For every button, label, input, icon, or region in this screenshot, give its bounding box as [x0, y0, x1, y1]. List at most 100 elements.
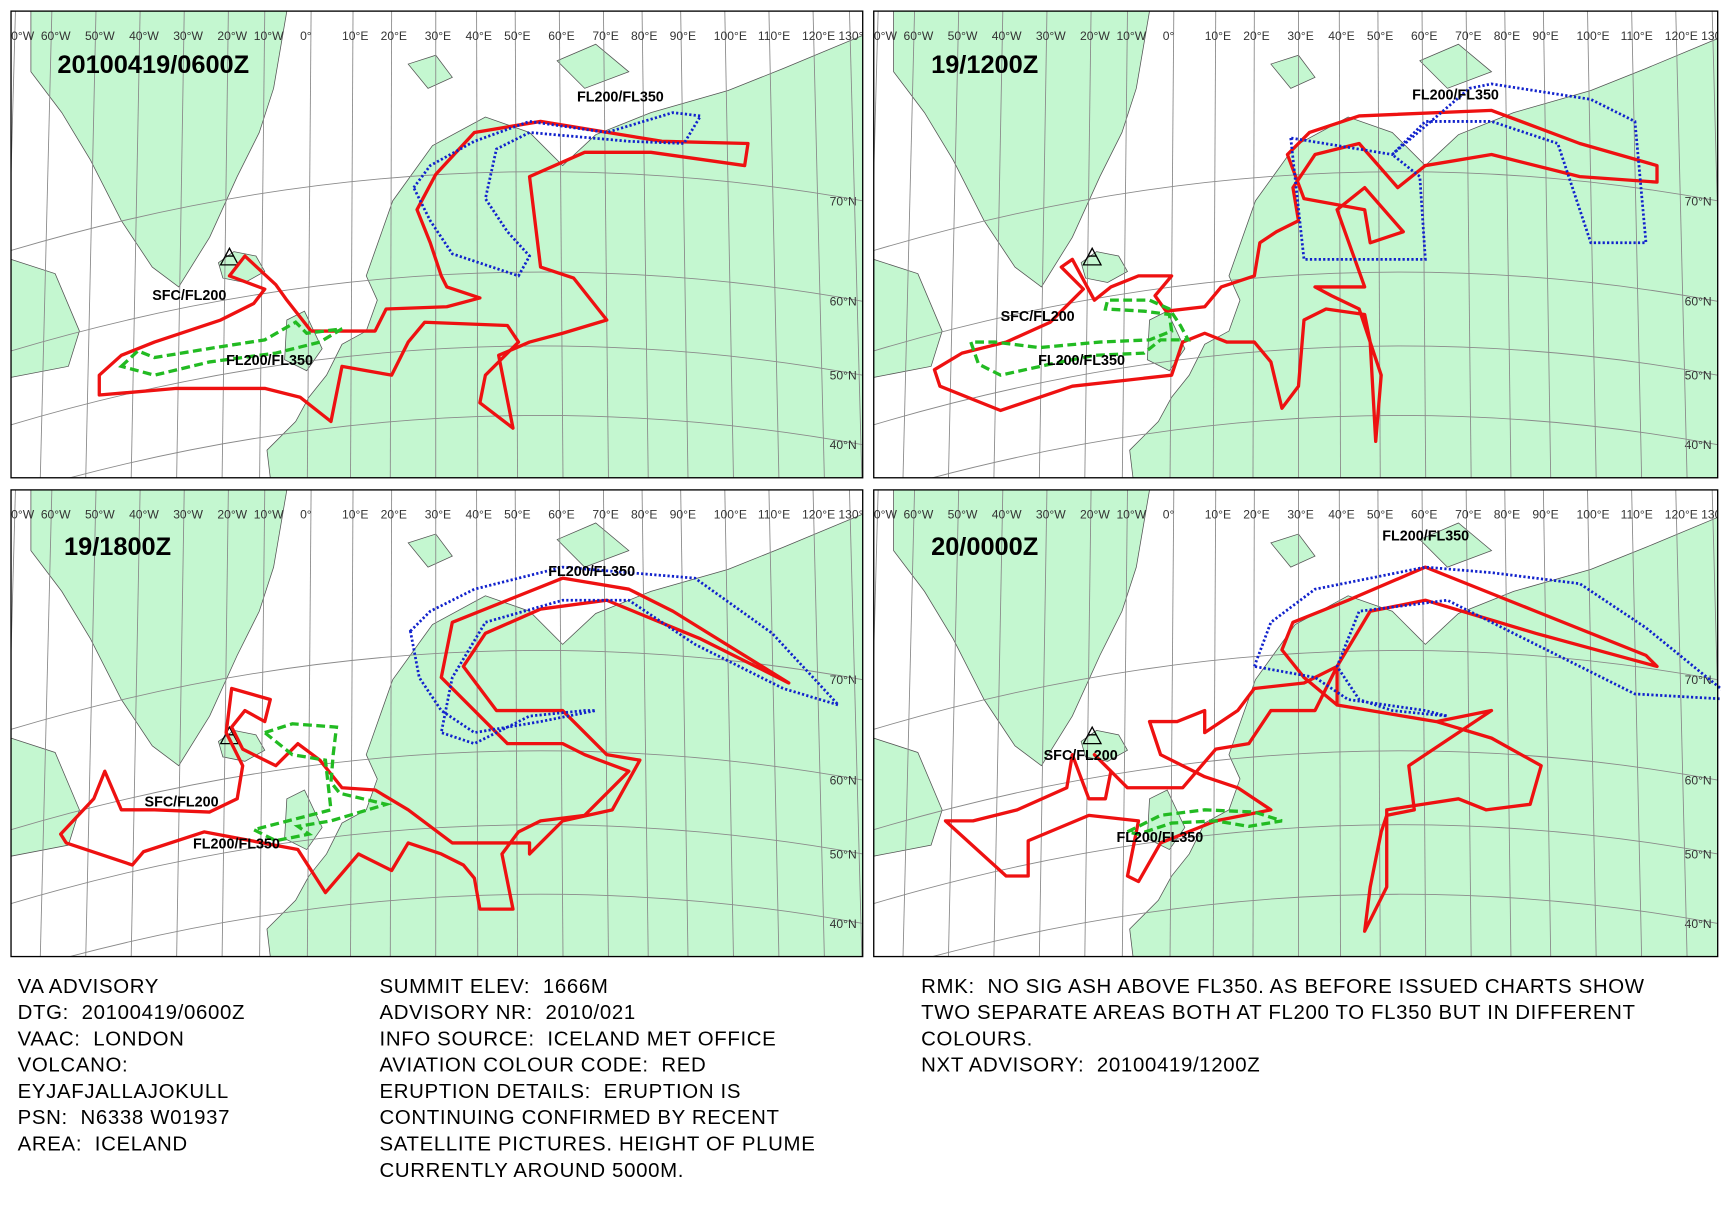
latitude-label: 60°N — [1685, 295, 1712, 309]
longitude-line — [768, 11, 780, 478]
longitude-label: 0° — [1163, 508, 1175, 522]
advisory-line: AREA: ICELAND — [18, 1134, 188, 1156]
longitude-line — [1121, 489, 1128, 957]
longitude-label: 60°E — [548, 29, 574, 43]
longitude-label: 120°E — [802, 508, 835, 522]
longitude-line — [768, 489, 780, 957]
longitude-label: 40°E — [466, 29, 492, 43]
advisory-line: INFO SOURCE: ICELAND MET OFFICE — [380, 1028, 777, 1050]
longitude-line — [1675, 489, 1688, 957]
longitude-label: 10°E — [342, 508, 368, 522]
layer-label: SFC/FL200 — [152, 288, 226, 304]
longitude-label: 50°E — [504, 508, 530, 522]
latitude-label: 60°N — [1685, 773, 1712, 787]
longitude-label: 20°W — [1080, 508, 1110, 522]
longitude-label: 130°E — [1701, 29, 1721, 43]
longitude-line — [221, 11, 229, 478]
volcano-symbol — [219, 246, 240, 266]
latitude-line — [873, 171, 1718, 251]
latitude-label: 70°N — [1685, 673, 1712, 687]
longitude-line — [1631, 11, 1643, 478]
latitude-label: 40°N — [830, 917, 857, 931]
longitude-line — [259, 11, 266, 478]
longitude-label: 80°E — [1494, 508, 1520, 522]
advisory-line: PSN: N6338 W01937 — [18, 1107, 231, 1129]
longitude-line — [873, 11, 879, 191]
longitude-line — [1587, 11, 1597, 478]
longitude-line — [948, 11, 960, 478]
longitude-line — [724, 11, 734, 478]
longitude-label: 10°W — [1116, 29, 1146, 43]
panel-border — [873, 489, 1719, 958]
map-panel: 70°N 60°N 50°N 40°N 70°W 60°W 50°W 40°W 30°W 20°W… — [4, 489, 871, 958]
longitude-line — [306, 11, 312, 478]
longitude-label: 60°E — [1411, 29, 1437, 43]
layer-label: FL200/FL350 — [577, 90, 664, 106]
longitude-label: 20°E — [1243, 29, 1269, 43]
longitude-line — [39, 489, 53, 957]
advisory-line: ADVISORY NR: 2010/021 — [380, 1002, 636, 1024]
longitude-line — [558, 11, 564, 478]
longitude-label: 0° — [300, 508, 312, 522]
longitude-label: 120°E — [1665, 29, 1698, 43]
longitude-label: 30°W — [1036, 29, 1066, 43]
panel-border — [10, 10, 864, 479]
latitude-line — [11, 650, 863, 730]
longitude-label: 20°W — [217, 29, 247, 43]
longitude-line — [1587, 489, 1597, 957]
latitude-label: 70°N — [830, 673, 857, 687]
layer-label: FL200/FL350 — [193, 836, 280, 852]
panel-title: 19/1200Z — [931, 51, 1038, 79]
longitude-line — [1465, 489, 1472, 957]
longitude-line — [558, 489, 564, 957]
advisory-line: NXT ADVISORY: 20100419/1200Z — [921, 1055, 1260, 1077]
longitude-line — [902, 11, 915, 478]
layer-label: SFC/FL200 — [1001, 309, 1075, 325]
longitude-label: 70°E — [592, 508, 618, 522]
latitude-label: 70°N — [830, 194, 857, 208]
latitude-label: 50°N — [830, 369, 857, 383]
latitude-label: 40°N — [1685, 917, 1712, 931]
longitude-label: 130°E — [1701, 508, 1721, 522]
longitude-line — [680, 11, 689, 478]
longitude-label: 40°E — [466, 508, 492, 522]
longitude-label: 60°W — [904, 29, 934, 43]
latitude-line — [68, 415, 863, 478]
longitude-label: 130°E — [838, 508, 871, 522]
longitude-line — [1377, 489, 1381, 957]
longitude-line — [1711, 11, 1718, 236]
advisory-line: COLOURS. — [921, 1028, 1033, 1050]
longitude-line — [39, 11, 53, 478]
longitude-label: 30°E — [425, 29, 451, 43]
advisory-line: EYJAFJALLAJOKULL — [18, 1081, 229, 1103]
latitude-label: 60°N — [830, 295, 857, 309]
layer-label: SFC/FL200 — [1044, 748, 1118, 764]
longitude-line — [948, 489, 960, 957]
longitude-label: 30°E — [1287, 29, 1313, 43]
longitude-line — [1084, 489, 1092, 957]
longitude-line — [389, 11, 393, 478]
latitude-line — [930, 415, 1718, 478]
longitude-line — [812, 489, 825, 957]
panel-title: 20/0000Z — [931, 533, 1038, 561]
longitude-line — [1038, 489, 1048, 957]
longitude-label: 70°E — [592, 29, 618, 43]
advisory-line: DTG: 20100419/0600Z — [18, 1002, 245, 1024]
longitude-line — [1252, 11, 1255, 478]
longitude-label: 40°W — [992, 29, 1022, 43]
longitude-line — [1169, 11, 1175, 478]
longitude-label: 100°E — [714, 29, 747, 43]
longitude-line — [993, 11, 1004, 478]
longitude-label: 30°W — [173, 508, 203, 522]
layer-label: FL200/FL350 — [1382, 529, 1469, 545]
longitude-label: 100°E — [1576, 508, 1609, 522]
longitude-label: 110°E — [758, 29, 790, 43]
longitude-label: 70°W — [4, 508, 34, 522]
longitude-label: 50°E — [1367, 29, 1393, 43]
longitude-label: 40°E — [1328, 508, 1354, 522]
layer-label: FL200/FL350 — [548, 564, 635, 580]
longitude-label: 60°W — [41, 508, 71, 522]
map-area: 70°N 60°N 50°N 40°N 70°W 60°W 50°W 40°W 30°W 20°W… — [873, 489, 1721, 957]
longitude-label: 60°W — [41, 29, 71, 43]
map-panel: 70°N 60°N 50°N 40°N 70°W 60°W 50°W 40°W 30°W 20°W… — [10, 10, 864, 479]
